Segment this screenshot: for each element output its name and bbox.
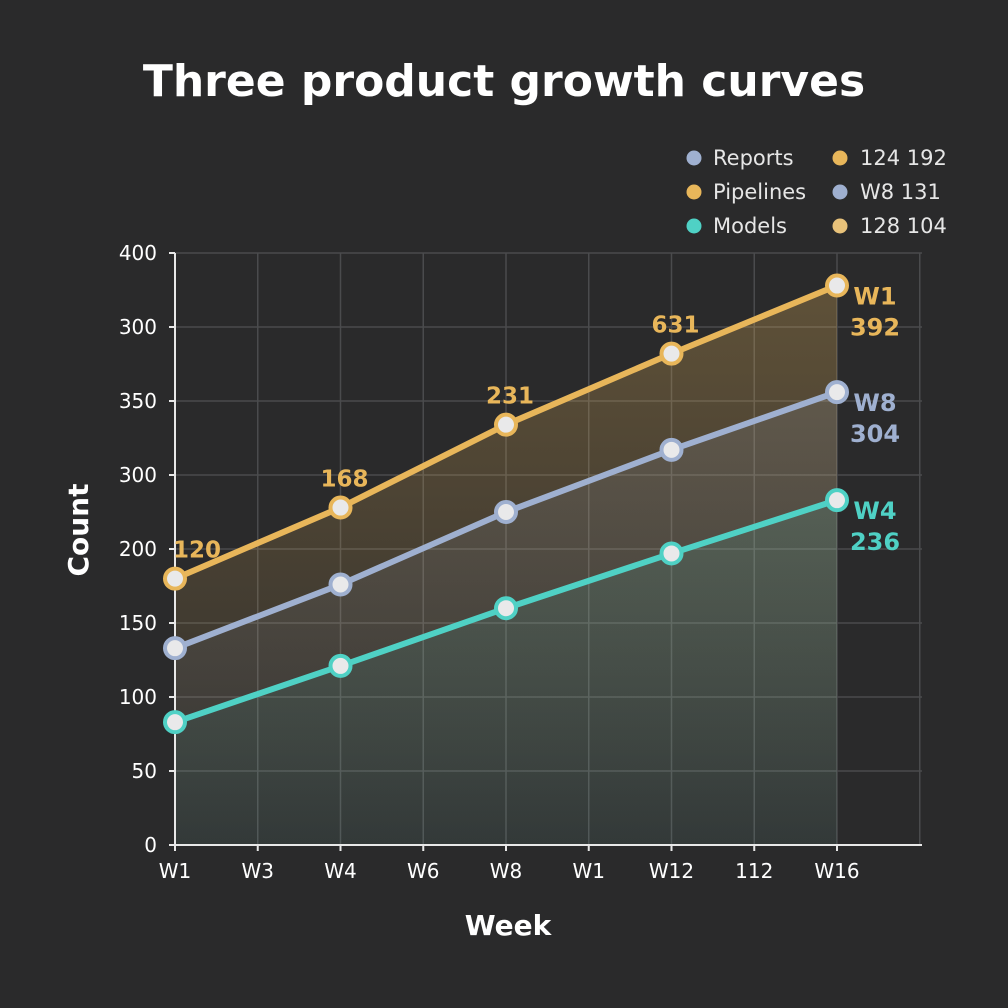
data-labels: 120 168 231 631 W1 392 W8 304 W4 236 xyxy=(173,283,900,564)
data-label: 631 xyxy=(651,313,699,339)
y-tick-label: 350 xyxy=(119,389,157,413)
legend-marker xyxy=(686,184,702,200)
series-area-models xyxy=(175,500,837,845)
x-axis-title: Week xyxy=(465,909,553,942)
legend-label: Pipelines xyxy=(713,180,806,204)
chart-title: Three product growth curves xyxy=(143,56,865,107)
y-tick-label: 200 xyxy=(119,537,157,561)
legend-marker xyxy=(832,218,848,234)
series-points xyxy=(163,273,849,735)
data-label: 120 xyxy=(173,538,221,564)
tick-labels: 0 50 100 150 200 300 350 300 400 W1 W3 W4 W6 W8 W1 W12 1… xyxy=(119,241,860,883)
data-point xyxy=(659,541,684,566)
x-tick-label: W12 xyxy=(649,859,694,883)
x-tick-label: W3 xyxy=(242,859,275,883)
legend-marker xyxy=(832,184,848,200)
x-tick-label: W1 xyxy=(159,859,192,883)
end-label-week: W4 xyxy=(853,497,896,525)
data-point xyxy=(328,495,353,520)
y-tick-label: 300 xyxy=(119,315,157,339)
legend-label: 128 104 xyxy=(860,214,947,238)
y-tick-label: 100 xyxy=(119,685,157,709)
y-tick-label: 50 xyxy=(132,759,157,783)
data-point xyxy=(494,412,518,437)
end-label-value: 304 xyxy=(850,420,900,448)
end-label-value: 236 xyxy=(850,528,900,556)
data-point xyxy=(659,341,684,366)
data-point xyxy=(825,488,849,513)
data-point xyxy=(825,273,849,298)
y-tick-label: 150 xyxy=(119,611,157,635)
x-tick-label: 112 xyxy=(735,859,773,883)
legend-marker xyxy=(686,218,702,234)
legend-label: Models xyxy=(713,214,787,238)
data-point xyxy=(163,636,187,661)
data-point xyxy=(494,500,518,524)
x-tick-label: W16 xyxy=(814,859,859,883)
data-point xyxy=(328,572,353,597)
end-label-week: W8 xyxy=(853,389,896,417)
legend-marker xyxy=(686,150,702,166)
x-tick-label: W4 xyxy=(324,859,357,883)
data-label: 231 xyxy=(486,384,534,410)
data-label: 168 xyxy=(320,467,368,493)
y-axis-title: Count xyxy=(62,483,95,576)
data-point xyxy=(328,653,353,678)
data-point xyxy=(163,566,187,591)
legend-label: W8 131 xyxy=(860,180,941,204)
end-label-value: 392 xyxy=(850,314,900,342)
end-label-week: W1 xyxy=(853,283,896,311)
legend-marker xyxy=(832,150,848,166)
data-point xyxy=(825,380,849,405)
data-point xyxy=(494,596,518,621)
data-point xyxy=(659,437,684,462)
x-tick-label: W1 xyxy=(573,859,606,883)
legend-label: 124 192 xyxy=(860,146,947,170)
y-tick-label: 400 xyxy=(119,241,157,265)
x-tick-label: W6 xyxy=(407,859,440,883)
legend-label: Reports xyxy=(713,146,794,170)
y-tick-label: 0 xyxy=(144,833,157,857)
data-point xyxy=(163,710,187,735)
legend: Reports Pipelines Models 124 192 W8 131 128 1… xyxy=(686,146,947,238)
y-tick-label: 300 xyxy=(119,463,157,487)
axes xyxy=(169,252,922,851)
x-tick-label: W8 xyxy=(490,859,523,883)
